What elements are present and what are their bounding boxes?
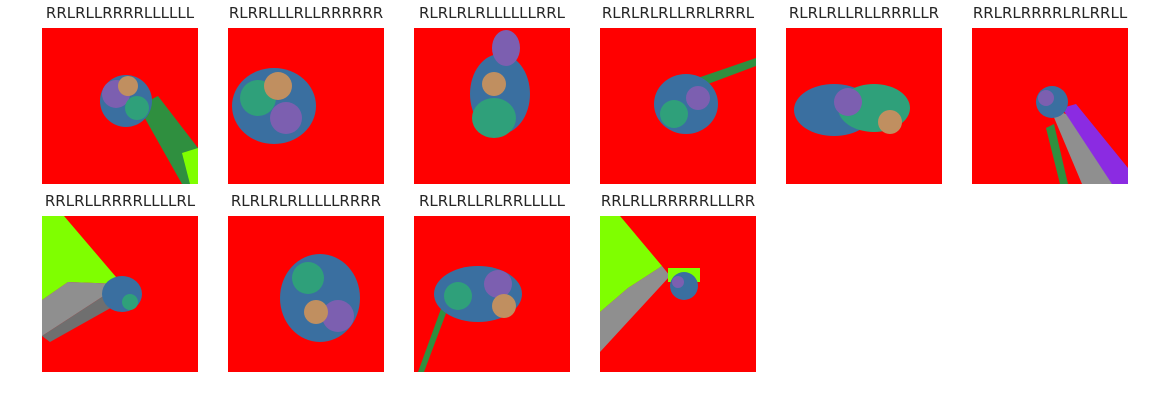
panel-1: RRLRLLRRRRLLLLLL <box>27 4 213 190</box>
panel-title: RLRLRLRLLRRLRRRL <box>601 4 755 22</box>
panel-8: RLRLRLRLLLLLRRRR <box>213 192 399 378</box>
panel-image <box>414 216 570 372</box>
panel-title: RLRRLLLRLLRRRRRR <box>228 4 384 22</box>
panel-image <box>42 28 198 184</box>
panel-title: RLRLRLLRLRRLLLLL <box>418 192 566 210</box>
panel-3: RLRLRLRLLLLLLRRL <box>399 4 585 190</box>
panel-4: RLRLRLRLLRRLRRRL <box>585 4 771 190</box>
panel-image <box>600 28 756 184</box>
panel-image <box>42 216 198 372</box>
panel-title: RRLRLLRRRRRLLLRR <box>600 192 756 210</box>
panel-image <box>228 216 384 372</box>
panel-title: RRLRLLRRRRLLLLLL <box>45 4 195 22</box>
panel-5: RLRLRLLRLLRRRLLR <box>771 4 957 190</box>
panel-image <box>972 28 1128 184</box>
panel-title: RRLRLRRRRLRLRRLL <box>972 4 1128 22</box>
panel-image <box>228 28 384 184</box>
panel-title: RLRLRLRLLLLLRRRR <box>230 192 382 210</box>
panel-image <box>786 28 942 184</box>
panel-2: RLRRLLLRLLRRRRRR <box>213 4 399 190</box>
panel-title: RRLRLLRRRRLLLLRL <box>44 192 196 210</box>
panel-image <box>414 28 570 184</box>
panel-10: RRLRLLRRRRRLLLRR <box>585 192 771 378</box>
panel-title: RLRLRLLRLLRRRLLR <box>788 4 940 22</box>
panel-title: RLRLRLRLLLLLLRRL <box>418 4 566 22</box>
panel-6: RRLRLRRRRLRLRRLL <box>957 4 1143 190</box>
panel-9: RLRLRLLRLRRLLLLL <box>399 192 585 378</box>
panel-7: RRLRLLRRRRLLLLRL <box>27 192 213 378</box>
panel-image <box>600 216 756 372</box>
